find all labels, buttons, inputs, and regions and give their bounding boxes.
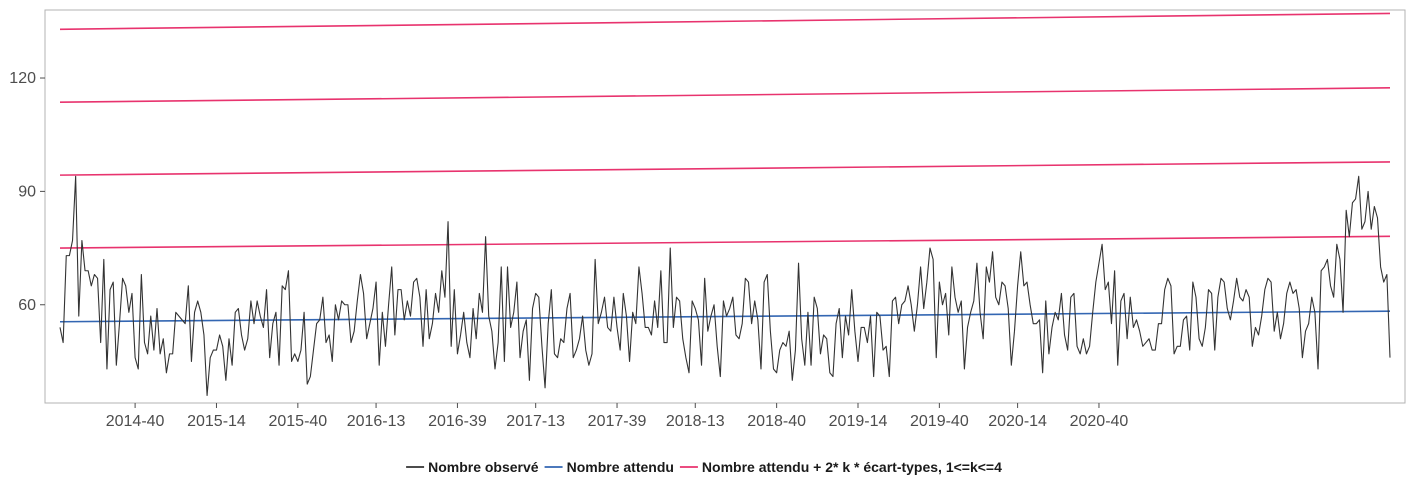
x-tick-label: 2015-40 bbox=[268, 413, 327, 430]
plot-panel-border bbox=[44, 9, 1406, 404]
y-tick-label: 120 bbox=[9, 70, 36, 87]
x-axis: 2014-40 2015-14 2015-40 2016-13 2016-39 2017-… bbox=[106, 403, 1129, 430]
x-tick-label: 2020-14 bbox=[988, 413, 1047, 430]
expected-line bbox=[59, 310, 1391, 323]
x-tick-label: 2017-39 bbox=[588, 413, 647, 430]
series-group bbox=[59, 12, 1391, 396]
x-tick-label: 2017-13 bbox=[506, 413, 565, 430]
x-tick-label: 2020-40 bbox=[1070, 413, 1129, 430]
x-tick-label: 2018-13 bbox=[666, 413, 725, 430]
x-tick-label: 2018-40 bbox=[747, 413, 806, 430]
threshold-line-k4 bbox=[59, 12, 1391, 31]
x-tick-label: 2016-39 bbox=[428, 413, 487, 430]
x-tick-label: 2019-14 bbox=[829, 413, 888, 430]
legend-label: Nombre observé bbox=[428, 459, 539, 475]
x-tick-label: 2014-40 bbox=[106, 413, 165, 430]
x-tick-label: 2019-40 bbox=[910, 413, 969, 430]
x-tick-label: 2015-14 bbox=[187, 413, 246, 430]
threshold-line-k1 bbox=[59, 235, 1391, 249]
legend: Nombre observé Nombre attendu Nombre atten… bbox=[406, 459, 1002, 475]
threshold-line-k2 bbox=[59, 161, 1391, 176]
y-axis: 60 90 120 bbox=[9, 70, 45, 314]
legend-label: Nombre attendu bbox=[567, 459, 674, 475]
y-tick-label: 60 bbox=[18, 297, 36, 314]
legend-label: Nombre attendu + 2* k * écart-types, 1<=… bbox=[702, 459, 1002, 475]
x-tick-label: 2016-13 bbox=[347, 413, 406, 430]
observed-line bbox=[59, 175, 1391, 396]
threshold-line-k3 bbox=[59, 87, 1391, 104]
y-tick-label: 90 bbox=[18, 183, 36, 200]
